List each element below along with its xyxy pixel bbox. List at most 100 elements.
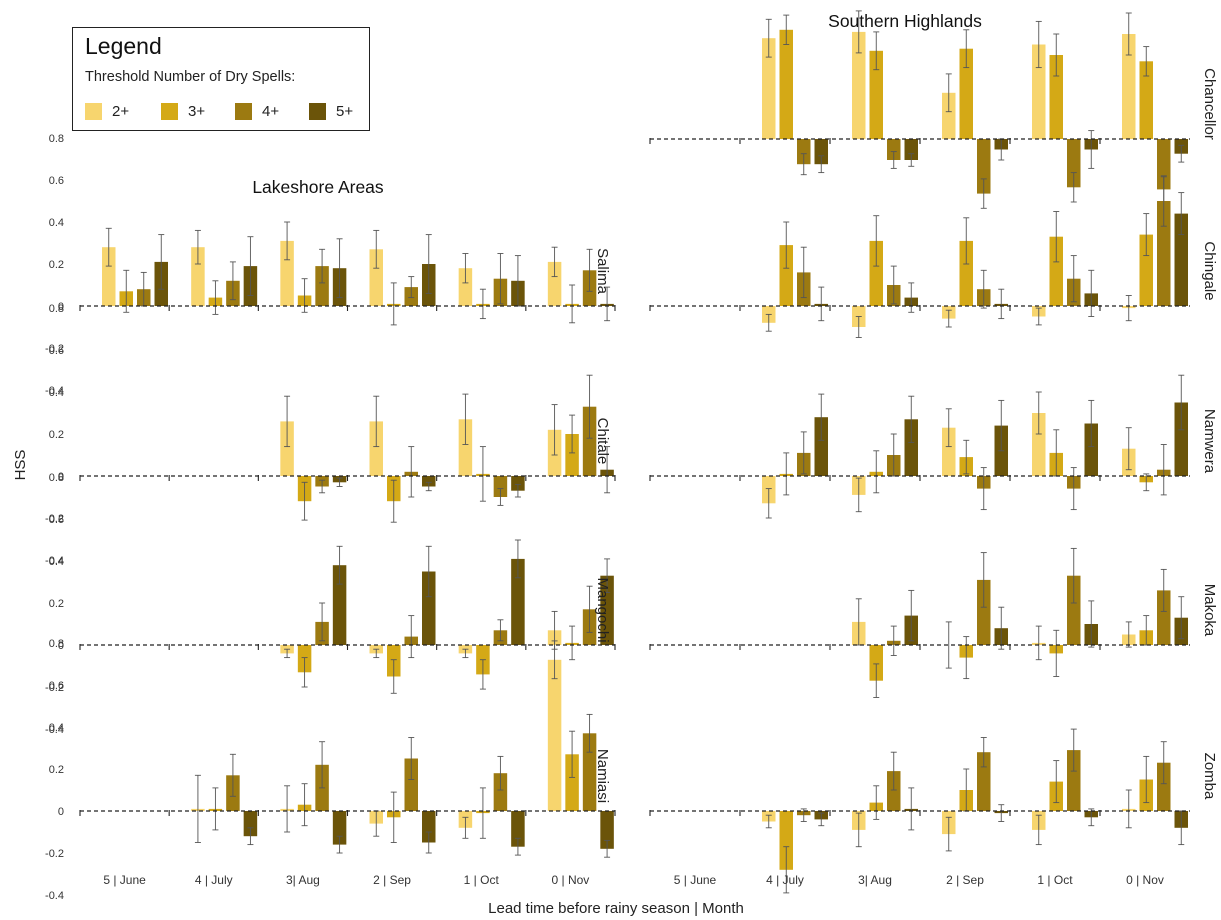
bar-salima-2plus <box>191 247 205 306</box>
x-tick-label: 0 | Nov <box>552 873 590 887</box>
bar-salima-4plus <box>315 266 329 306</box>
bar-namwera-5plus <box>1084 423 1098 476</box>
bar-chancellor-3plus <box>1049 55 1063 139</box>
bar-namwera-5plus <box>814 417 828 476</box>
y-tick-label: 0.2 <box>49 429 64 441</box>
y-tick-label: 0.8 <box>49 638 64 650</box>
y-tick-label: 0 <box>58 471 64 483</box>
legend-label: 4+ <box>262 103 280 120</box>
bar-chitale-2plus <box>369 421 383 476</box>
y-tick-label: 0.8 <box>49 472 64 484</box>
bar-chingale-3plus <box>1139 234 1153 306</box>
bar-salima-2plus <box>547 261 562 306</box>
station-label: Namwera <box>1201 409 1218 474</box>
y-tick-label: 0.6 <box>49 680 64 692</box>
lakeshore-areas-title: Lakeshore Areas <box>252 177 384 197</box>
y-tick-label: 0.4 <box>49 556 64 568</box>
bar-mangochi-5plus <box>511 558 525 645</box>
y-tick-label: -0.4 <box>45 890 64 902</box>
y-tick-label: 0.4 <box>49 387 64 399</box>
bar-chancellor-3plus <box>779 29 793 139</box>
bar-namiasi-2plus <box>547 659 562 811</box>
y-tick-label: 0.4 <box>49 217 64 229</box>
bar-namwera-2plus <box>942 427 956 476</box>
bar-salima-2plus <box>102 247 116 306</box>
panel-zomba: Zomba <box>649 728 1218 894</box>
legend-swatch <box>85 103 102 120</box>
bar-chingale-4plus <box>1157 201 1171 306</box>
bar-chitale-2plus <box>280 421 294 476</box>
panel-mangochi: 0.8 0.6 0.4 0.2 0 -0.2 -0.4 Mangochi <box>45 472 616 736</box>
y-tick-label: 0.8 <box>49 303 64 315</box>
bar-chancellor-4plus <box>887 139 901 160</box>
bar-namwera-5plus <box>1174 402 1188 476</box>
bar-namiasi-5plus <box>422 811 436 843</box>
bar-chancellor-5plus <box>814 139 828 165</box>
bar-makoka-4plus <box>1067 575 1081 645</box>
bar-mangochi-5plus <box>422 571 436 645</box>
x-tick-label: 0 | Nov <box>1126 873 1164 887</box>
legend-swatch <box>235 103 252 120</box>
y-tick-label: 0.2 <box>49 598 64 610</box>
bar-chancellor-4plus <box>1157 139 1171 190</box>
x-tick-label: 2 | Sep <box>373 873 411 887</box>
bar-chancellor-2plus <box>942 92 956 139</box>
x-tick-label: 5 | June <box>103 873 146 887</box>
y-tick-label: -0.4 <box>45 555 64 567</box>
bar-zomba-4plus <box>977 752 991 811</box>
bar-zomba-3plus <box>779 811 793 870</box>
bar-namiasi-3plus <box>565 754 579 811</box>
panels-group: 0.80.60.40.20-0.2-0.4Salima0.80.60.40.20… <box>45 10 1218 902</box>
bar-namiasi-4plus <box>404 758 418 811</box>
bar-zomba-4plus <box>887 771 901 811</box>
bar-makoka-3plus <box>869 645 883 681</box>
legend-label: 5+ <box>336 103 354 120</box>
station-label: Zomba <box>1201 753 1218 800</box>
bar-mangochi-5plus <box>332 565 347 645</box>
y-tick-label: 0.6 <box>49 514 64 526</box>
x-tick-label: 1 | Oct <box>464 873 500 887</box>
y-tick-label: -0.2 <box>45 682 64 694</box>
panel-namiasi: 0.8 0.6 0.4 0.2 0 -0.2 -0.4 Namiasi <box>45 638 616 902</box>
bar-mangochi-5plus <box>600 575 614 645</box>
bar-chingale-3plus <box>869 240 883 306</box>
y-tick-label: -0.2 <box>45 343 64 355</box>
bar-namiasi-5plus <box>511 811 525 847</box>
bar-chingale-3plus <box>959 240 973 306</box>
x-tick-label: 3| Aug <box>858 873 892 887</box>
bar-chancellor-2plus <box>762 38 776 140</box>
bar-chancellor-2plus <box>1122 34 1136 139</box>
legend-swatch <box>309 103 326 120</box>
y-tick-label: 0 <box>58 640 64 652</box>
bar-chancellor-4plus <box>977 139 991 194</box>
y-tick-label: 0.2 <box>49 259 64 271</box>
panel-chancellor: Chancellor <box>649 10 1218 209</box>
bar-makoka-4plus <box>977 579 991 645</box>
x-axis-label: Lead time before rainy season | Month <box>488 900 744 917</box>
x-tick-label: 1 | Oct <box>1037 873 1073 887</box>
legend-title: Legend <box>85 33 162 59</box>
bar-salima-2plus <box>369 249 383 306</box>
bar-zomba-4plus <box>1157 762 1171 811</box>
bar-chitale-5plus <box>422 476 436 487</box>
bar-chitale-2plus <box>458 419 473 476</box>
bar-chingale-5plus <box>1174 213 1188 306</box>
panel-namwera: Namwera <box>649 374 1218 519</box>
bar-chitale-5plus <box>511 476 525 491</box>
y-tick-label: -0.4 <box>45 724 64 736</box>
station-label: Chancellor <box>1201 68 1218 140</box>
bar-chancellor-3plus <box>869 50 883 139</box>
legend: Legend Threshold Number of Dry Spells: 2… <box>72 27 370 131</box>
bar-chancellor-4plus <box>797 139 811 165</box>
x-tick-label: 3| Aug <box>286 873 320 887</box>
y-axis-label: HSS <box>12 450 29 481</box>
y-tick-label: -0.2 <box>45 513 64 525</box>
bar-zomba-4plus <box>1067 750 1081 811</box>
station-label: Mangochi <box>594 577 611 642</box>
x-tick-label: 4 | July <box>195 873 233 887</box>
bar-chancellor-3plus <box>959 48 973 140</box>
bar-namiasi-5plus <box>243 811 258 837</box>
panel-salima: 0.8 0.6 0.4 0.2 0 -0.2 -0.4 Salima <box>45 133 616 397</box>
legend-subtitle: Threshold Number of Dry Spells: <box>85 69 296 85</box>
